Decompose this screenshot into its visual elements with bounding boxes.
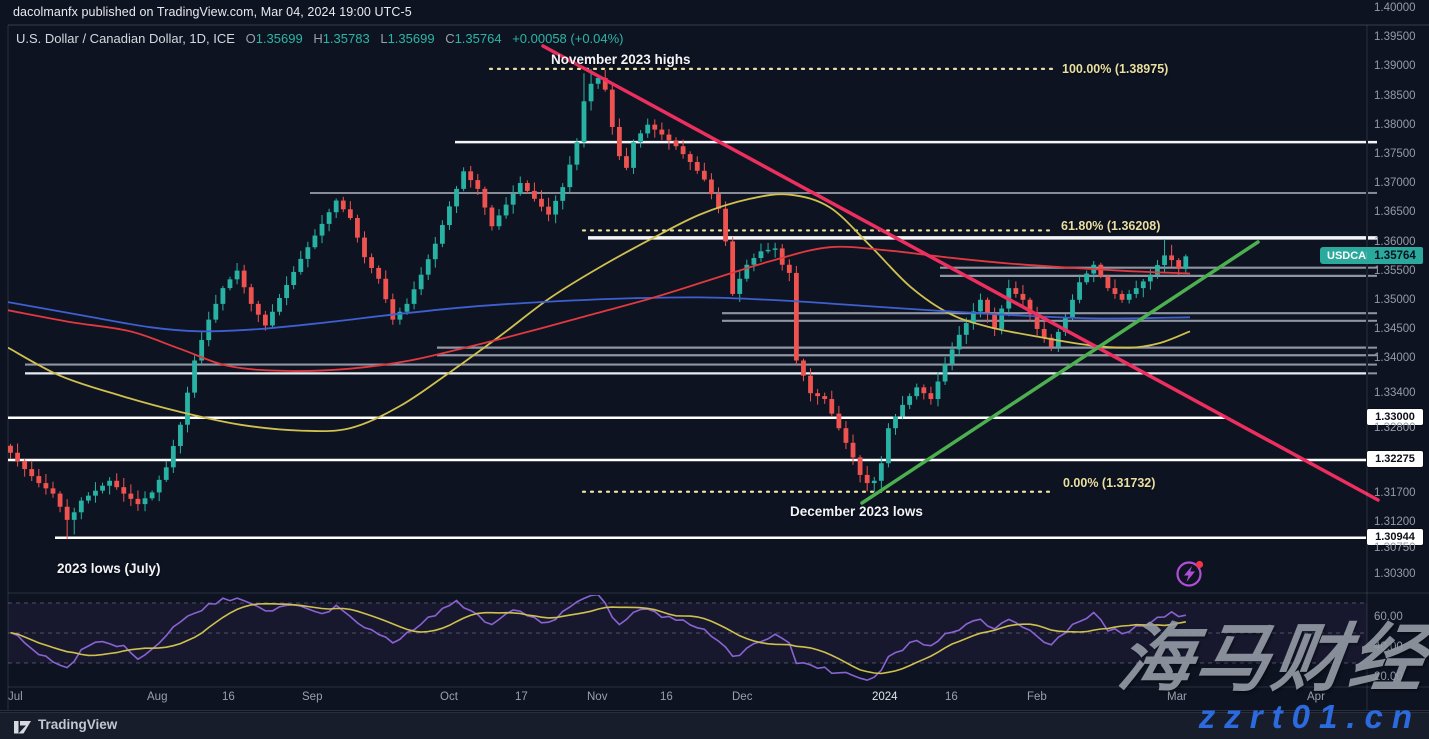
watermark-url: zzrt01.cn	[1198, 698, 1421, 735]
downtrend-line[interactable]	[541, 44, 1380, 502]
price-axis-label: 1.31700	[1374, 486, 1416, 499]
ma-red[interactable]	[8, 245, 1191, 372]
price-axis-label: 1.38000	[1374, 118, 1416, 131]
time-axis-label: Feb	[1027, 691, 1047, 703]
time-axis-label: 2024	[872, 691, 898, 703]
fib-label-618: 61.80% (1.36208)	[1061, 219, 1161, 233]
time-axis-label: Dec	[732, 691, 753, 703]
ma-blue[interactable]	[8, 296, 1191, 333]
price-axis-label: 1.37000	[1374, 177, 1416, 190]
rsi-pane[interactable]	[8, 595, 1367, 682]
price-axis-label: 1.37500	[1374, 147, 1416, 160]
uptrend-line[interactable]	[860, 240, 1260, 505]
price-axis-label: 1.30750	[1374, 542, 1416, 555]
rsi-line[interactable]	[10, 595, 1186, 682]
high-label: H	[313, 31, 323, 46]
indicator-axis-label: 20.00	[1374, 671, 1403, 683]
last-price-label: 1.35764	[1367, 247, 1423, 265]
close-value: 1.35764	[454, 31, 502, 46]
fib-label-0: 0.00% (1.31732)	[1063, 476, 1156, 490]
annotation-november-highs: November 2023 highs	[551, 52, 691, 67]
symbol-title: U.S. Dollar / Canadian Dollar, 1D, ICE	[16, 31, 235, 46]
time-axis-label: Oct	[440, 691, 458, 703]
price-axis-label: 1.32800	[1374, 422, 1416, 435]
symbol-legend[interactable]: U.S. Dollar / Canadian Dollar, 1D, ICE O…	[16, 31, 624, 46]
time-axis-label: Mar	[1167, 691, 1187, 703]
time-axis-label: 16	[660, 691, 673, 703]
annotation-december-lows: December 2023 lows	[790, 504, 923, 519]
open-value: 1.35699	[255, 31, 303, 46]
high-value: 1.35783	[322, 31, 370, 46]
sr-zone[interactable]	[25, 364, 1366, 374]
price-axis-label: 1.34500	[1374, 323, 1416, 336]
open-label: O	[245, 31, 256, 46]
price-level-label: 1.33000	[1367, 408, 1423, 425]
time-axis-label: 16	[222, 691, 235, 703]
price-axis-label: 1.35500	[1374, 264, 1416, 277]
price-axis-label: 1.39000	[1374, 60, 1416, 73]
time-axis-label: Sep	[302, 691, 323, 703]
rsi-ma-line[interactable]	[10, 602, 1186, 675]
candlestick-series	[8, 69, 1189, 540]
price-level-label: 1.32275	[1367, 451, 1423, 468]
ma-yellow[interactable]	[8, 193, 1191, 433]
time-axis-label: 17	[515, 691, 528, 703]
price-level-label: 1.30944	[1367, 528, 1423, 545]
price-axis-label: 1.31200	[1374, 515, 1416, 528]
time-axis-label: 16	[945, 691, 958, 703]
time-axis-label: Apr	[1307, 691, 1325, 703]
price-axis-label: 1.33400	[1374, 387, 1416, 400]
sr-zone[interactable]	[437, 347, 1366, 356]
symbol-price-tag: USDCAD	[1320, 247, 1382, 265]
tradingview-logo-icon[interactable]	[13, 718, 35, 736]
publish-line: dacolmanfx published on TradingView.com,…	[13, 5, 412, 19]
low-value: 1.35699	[387, 31, 435, 46]
price-axis-label: 1.38500	[1374, 89, 1416, 102]
time-axis-label: Nov	[587, 691, 608, 703]
annotation-july-lows: 2023 lows (July)	[57, 561, 161, 576]
price-axis-label: 1.39500	[1374, 31, 1416, 44]
low-label: L	[380, 31, 388, 46]
price-axis-label: 1.34000	[1374, 352, 1416, 365]
close-label: C	[445, 31, 455, 46]
price-axis-label: 1.30300	[1374, 568, 1416, 581]
watermark-cn: 海马财经	[1113, 617, 1429, 700]
fib-label-100: 100.00% (1.38975)	[1062, 62, 1169, 76]
indicator-axis-label: 60.00	[1374, 611, 1403, 623]
indicator-axis-label: 40.00	[1374, 641, 1403, 653]
tradingview-brand[interactable]: TradingView	[38, 717, 118, 732]
time-axis-label: Aug	[147, 691, 168, 703]
lightning-icon[interactable]	[1172, 556, 1208, 592]
price-axis-label: 1.40000	[1374, 2, 1416, 15]
footer-bar: TradingView	[0, 712, 1429, 739]
time-axis-label: Jul	[8, 691, 23, 703]
price-axis-label: 1.36000	[1374, 235, 1416, 248]
price-axis-label: 1.36500	[1374, 206, 1416, 219]
price-pane[interactable]	[8, 67, 1366, 540]
price-axis-label: 1.35000	[1374, 293, 1416, 306]
change-value: +0.00058 (+0.04%)	[512, 31, 624, 46]
